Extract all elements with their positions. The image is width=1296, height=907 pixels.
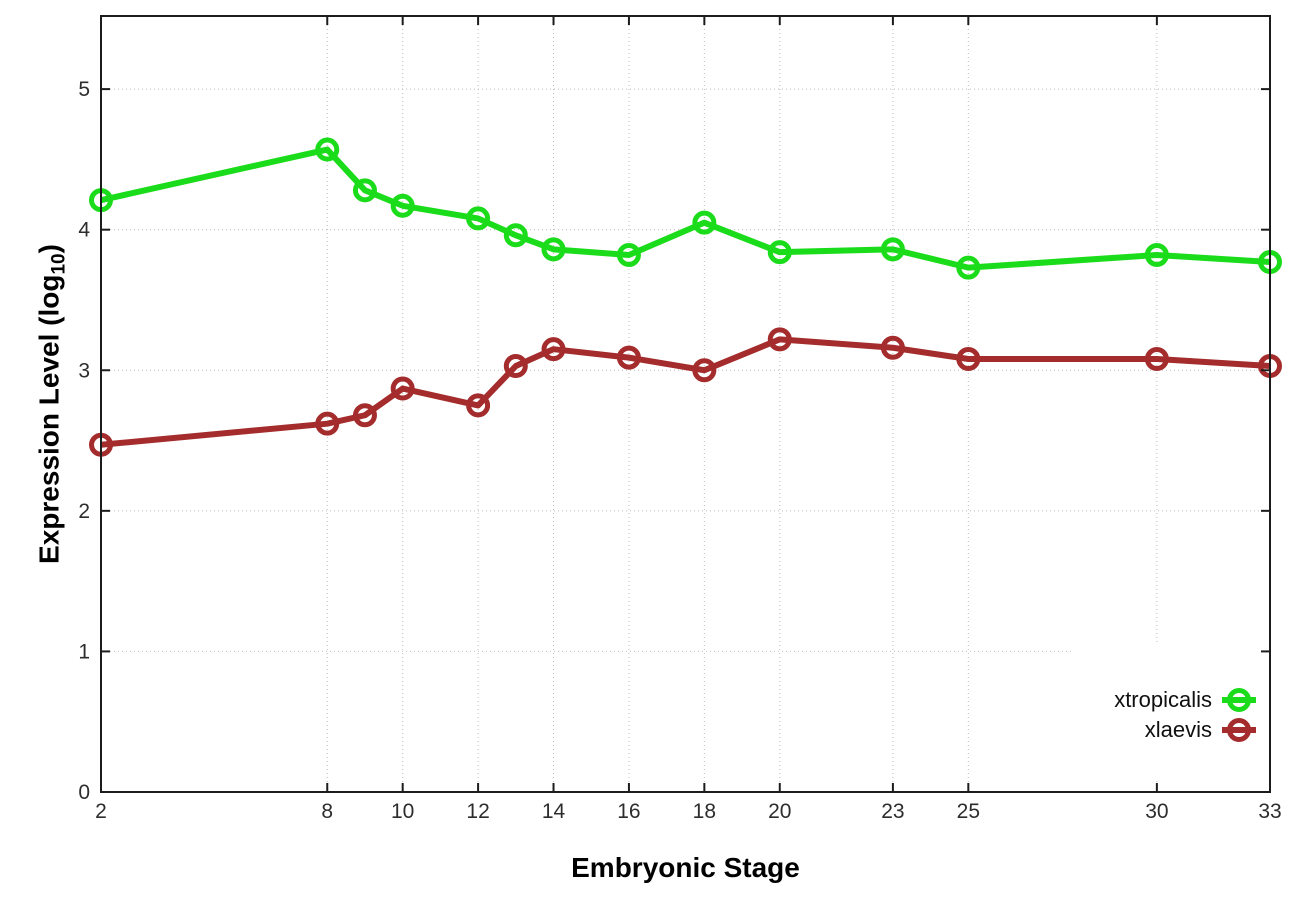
y-axis-title: Expression Level (log10) (34, 244, 71, 564)
y-tick-label: 2 (78, 500, 90, 523)
y-tick-label: 1 (78, 640, 90, 663)
x-tick-label: 33 (1258, 800, 1281, 823)
x-tick-label: 23 (881, 800, 904, 823)
legend-label-xlaevis: xlaevis (1145, 717, 1212, 742)
plot-border (100, 15, 1271, 793)
data-point-xlaevis (352, 403, 377, 428)
data-point-xtropicalis (880, 237, 905, 262)
y-tick-label: 3 (78, 359, 90, 382)
data-point-xtropicalis (956, 255, 981, 280)
legend-sample-marker-xlaevis (1227, 718, 1251, 742)
data-point-xlaevis (880, 335, 905, 360)
series-line-xlaevis (100, 336, 1271, 448)
data-point-xlaevis (956, 347, 981, 372)
y-tick-label: 5 (78, 78, 90, 101)
data-point-xtropicalis (1144, 242, 1169, 267)
y-axis-title-close: ) (33, 244, 65, 254)
data-point-xlaevis (616, 345, 641, 370)
x-tick-label: 14 (542, 800, 566, 823)
data-point-xtropicalis (767, 240, 792, 265)
data-point-xlaevis (1144, 347, 1169, 372)
data-point-xtropicalis (692, 210, 717, 235)
data-point-xtropicalis (390, 193, 415, 218)
data-point-xtropicalis (616, 242, 641, 267)
data-point-xtropicalis (503, 223, 528, 248)
data-point-xlaevis (692, 358, 717, 383)
x-tick-label: 18 (693, 800, 716, 823)
x-tick-label: 2 (95, 800, 107, 823)
data-point-xlaevis (466, 393, 491, 418)
y-axis-title-text: Expression Level (log (33, 274, 65, 564)
x-tick-label: 25 (957, 800, 980, 823)
data-point-xlaevis (315, 411, 340, 436)
data-point-xtropicalis (541, 237, 566, 262)
data-point-xlaevis (541, 337, 566, 362)
data-point-xtropicalis (315, 137, 340, 162)
y-axis-title-subscript: 10 (48, 253, 70, 275)
y-tick-label: 4 (78, 219, 90, 242)
data-point-xlaevis (503, 354, 528, 379)
legend-label-xtropicalis: xtropicalis (1114, 687, 1212, 712)
x-tick-label: 10 (391, 800, 414, 823)
x-tick-label: 20 (768, 800, 791, 823)
x-tick-label: 8 (321, 800, 333, 823)
legend-sample-marker-xtropicalis (1227, 688, 1251, 712)
data-point-xtropicalis (352, 178, 377, 203)
x-tick-label: 16 (617, 800, 640, 823)
y-tick-label: 0 (78, 781, 90, 804)
x-tick-label: 30 (1145, 800, 1168, 823)
x-axis-title: Embryonic Stage (571, 852, 800, 883)
data-point-xlaevis (390, 376, 415, 401)
data-point-xtropicalis (466, 206, 491, 231)
series-line-xtropicalis (100, 146, 1271, 271)
x-tick-label: 12 (466, 800, 489, 823)
data-point-xlaevis (767, 327, 792, 352)
